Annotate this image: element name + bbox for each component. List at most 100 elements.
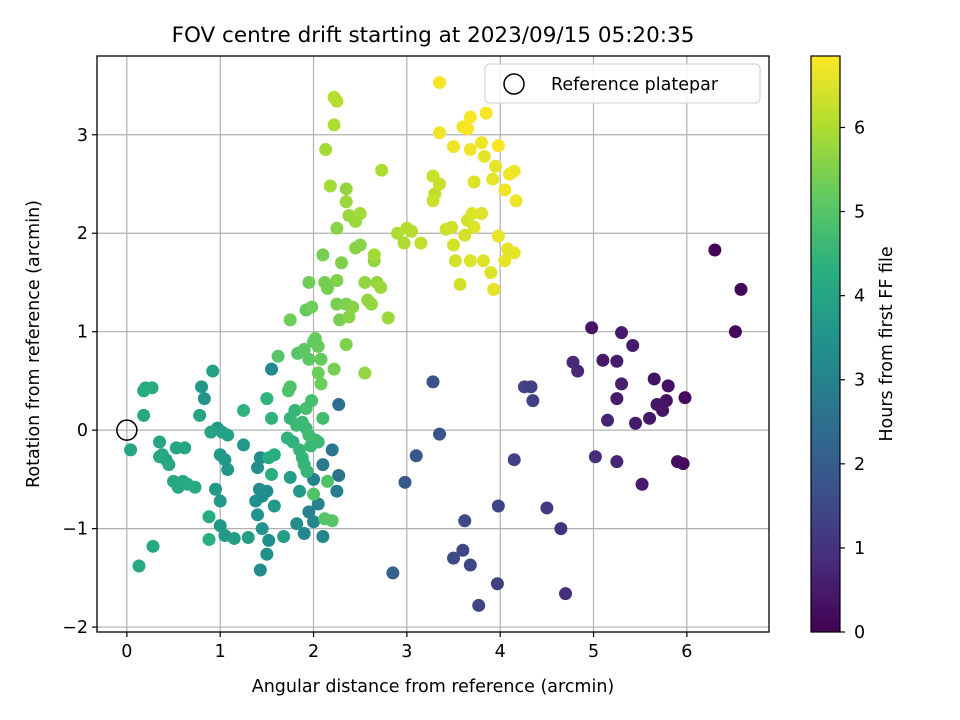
scatter-point [708,243,722,257]
scatter-point [386,566,400,580]
scatter-point [124,443,138,457]
scatter-point [321,281,335,295]
colorbar-tick-label: 0 [854,623,865,643]
scatter-point [559,587,573,601]
scatter-point [659,394,673,408]
scatter-point [635,477,649,491]
scatter-point [358,366,372,380]
y-tick-label: 3 [77,126,88,146]
scatter-point [307,515,321,529]
scatter-point [132,559,146,573]
scatter-point [463,254,477,268]
scatter-point [297,527,311,541]
scatter-point [311,435,325,449]
scatter-point [610,354,624,368]
scatter-point [445,220,459,234]
scatter-point [463,110,477,124]
colorbar-tick-label: 6 [854,118,865,138]
scatter-point [526,394,540,408]
scatter-point [237,403,251,417]
scatter-point [209,482,223,496]
scatter-point [476,254,490,268]
scatter-point [197,392,211,406]
y-tick-label: 1 [77,323,88,343]
scatter-point [227,531,241,545]
scatter-point [265,467,279,481]
scatter-point [241,530,255,544]
scatter-point [221,428,235,442]
scatter-point [353,238,367,252]
scatter-point [193,408,207,422]
colorbar-tick-label: 1 [854,539,865,559]
scatter-point [213,448,227,462]
x-tick-label: 5 [588,642,599,662]
scatter-point [498,254,512,268]
scatter-point [251,461,265,475]
scatter-point [509,194,523,208]
colorbar-tick-label: 4 [854,287,865,307]
x-axis-label: Angular distance from reference (arcmin) [252,677,615,697]
scatter-point [507,246,521,260]
scatter-point [678,391,692,405]
x-axis-ticks: 0 1 2 3 4 5 6 [121,632,692,662]
scatter-point [486,172,500,186]
scatter-point [195,380,209,394]
scatter-point [540,501,554,515]
scatter-point [426,194,440,208]
scatter-point [162,458,176,472]
scatter-point [330,484,344,498]
scatter-point [728,325,742,339]
scatter-point [465,207,479,221]
y-axis-ticks: −2 −1 0 1 2 3 [62,126,97,638]
x-tick-label: 1 [215,642,226,662]
scatter-point [327,118,341,132]
scatter-point [330,273,344,287]
scatter-point [358,275,372,289]
scatter-point [145,381,159,395]
scatter-point [456,543,470,557]
chart-title: FOV centre drift starting at 2023/09/15 … [172,23,695,48]
scatter-point [601,413,615,427]
scatter-point [475,136,489,150]
scatter-point [318,512,332,526]
scatter-point [364,297,378,311]
scatter-point [339,182,353,196]
scatter-point [643,411,657,425]
scatter-point [237,438,251,452]
legend-label: Reference platepar [551,75,719,95]
scatter-point [327,362,341,376]
scatter-point [463,558,477,572]
scatter-point [221,463,235,477]
x-tick-label: 3 [401,642,412,662]
scatter-point [571,364,585,378]
scatter-point [305,300,319,314]
legend-box [484,63,761,104]
scatter-point [409,449,423,463]
scatter-point [342,310,356,324]
scatter-point [277,529,291,543]
y-tick-label: 2 [77,224,88,244]
scatter-point [206,364,220,378]
scatter-point [734,282,748,296]
scatter-point [290,517,304,531]
scatter-point [300,465,314,479]
scatter-point [375,163,389,177]
scatter-point [251,508,265,522]
scatter-point [316,411,330,425]
scatter-point [656,403,670,417]
scatter-point [311,339,325,353]
scatter-point [314,352,328,366]
colorbar-tick-label: 3 [854,371,865,391]
scatter-point [293,484,307,498]
scatter-point [249,494,263,508]
scatter-point [188,480,202,494]
scatter-point [491,499,505,513]
scatter-point [332,398,346,412]
x-tick-label: 4 [495,642,506,662]
scatter-point [479,106,493,120]
scatter-point [585,321,599,335]
scatter-point [507,164,521,178]
scatter-point [271,349,285,363]
scatter-point [615,377,629,391]
